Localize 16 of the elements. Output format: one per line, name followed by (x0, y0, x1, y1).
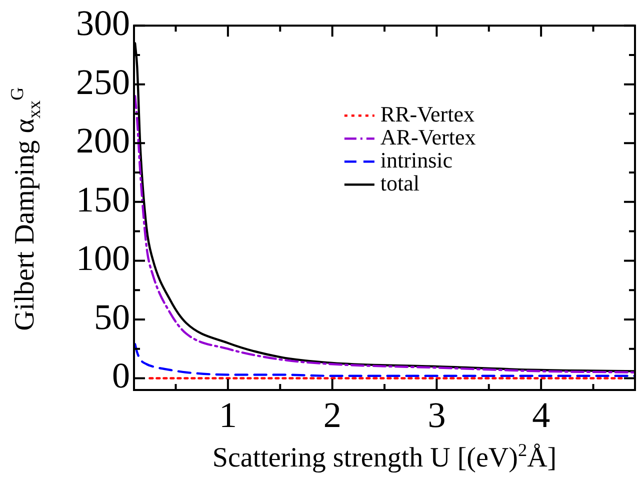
legend-label: total (380, 170, 420, 196)
y-tick-label: 50 (94, 296, 130, 337)
y-tick-label: 200 (76, 120, 130, 161)
x-tick-label: 4 (532, 395, 550, 436)
legend-label: RR-Vertex (380, 101, 475, 126)
y-tick-label: 300 (76, 3, 130, 44)
legend-label: intrinsic (380, 147, 453, 172)
legend-label: AR-Vertex (380, 124, 476, 150)
x-tick-label: 3 (428, 395, 446, 436)
x-tick-label: 2 (323, 395, 342, 436)
y-tick-label: 100 (76, 238, 130, 278)
y-tick-label: 0 (112, 356, 130, 396)
x-tick-label: 1 (218, 395, 237, 436)
y-tick-label: 250 (76, 62, 130, 102)
x-axis-title: Scattering strength U [(eV)$^{2}$Å] (211, 440, 558, 474)
y-tick-label: 150 (76, 179, 130, 220)
